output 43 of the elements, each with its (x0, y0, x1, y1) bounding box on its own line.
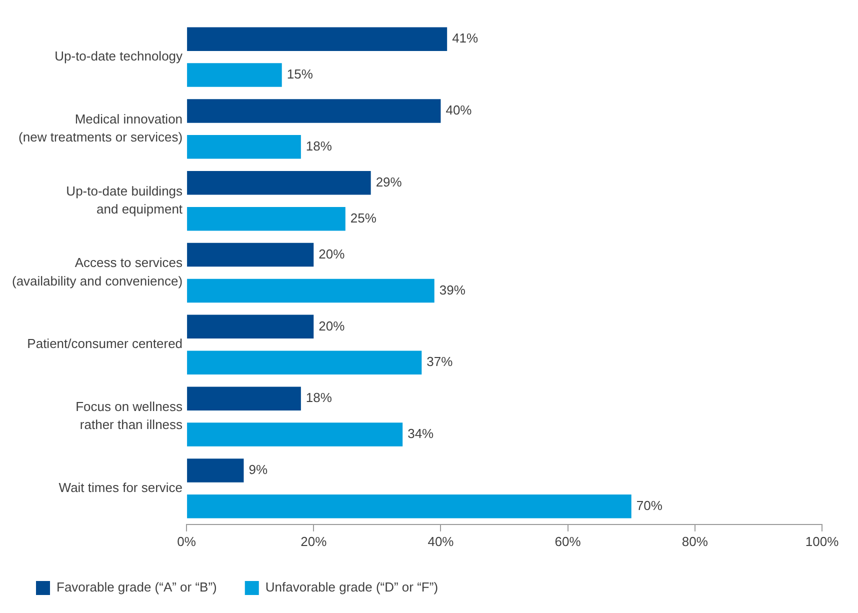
x-tick-label: 0% (177, 534, 196, 549)
x-tick-label: 100% (805, 534, 840, 549)
data-label: 18% (306, 138, 332, 154)
data-label: 34% (408, 426, 434, 442)
x-tick-label: 20% (300, 534, 328, 549)
data-label: 20% (318, 318, 346, 334)
data-label: 25% (350, 210, 377, 226)
y-tick-label: Access to services (availability and convenience) (12, 255, 184, 288)
bar (187, 135, 301, 159)
bar (187, 494, 632, 518)
data-label: 41% (452, 30, 479, 46)
bar (187, 350, 422, 374)
bar (187, 27, 448, 51)
bar (187, 458, 244, 482)
bar (187, 386, 301, 410)
x-tick-label: 80% (682, 534, 708, 549)
data-label: 9% (248, 462, 268, 478)
y-tick-label: Focus on wellness rather than illness (76, 399, 184, 432)
y-tick-label: Up-to-date buildings and equipment (66, 183, 184, 217)
bar (187, 422, 403, 446)
bar (187, 63, 282, 87)
legend-label: Unfavorable grade (“D” or “F”) (265, 580, 438, 595)
data-label: 18% (306, 390, 332, 406)
data-label: 20% (318, 246, 346, 262)
bar (187, 314, 314, 339)
y-tick-label: Medical innovation (new treatments or services) (18, 111, 183, 145)
data-label: 15% (286, 66, 314, 82)
bar (187, 206, 346, 231)
data-label: 29% (376, 174, 402, 190)
bar (187, 242, 314, 267)
bar (187, 171, 371, 195)
legend-label: Favorable grade (“A” or “B”) (56, 580, 217, 595)
y-tick-label: Up-to-date technology (54, 48, 184, 64)
data-label: 39% (439, 282, 466, 298)
x-tick-label: 60% (554, 534, 582, 549)
data-label: 40% (446, 102, 472, 118)
data-label: 37% (426, 354, 454, 370)
x-tick-label: 40% (428, 534, 454, 549)
bar (187, 99, 441, 123)
y-tick-label: Patient/consumer centered (27, 336, 183, 352)
y-tick-label: Wait times for service (58, 480, 183, 496)
bar (187, 278, 434, 303)
data-label: 70% (636, 498, 663, 514)
